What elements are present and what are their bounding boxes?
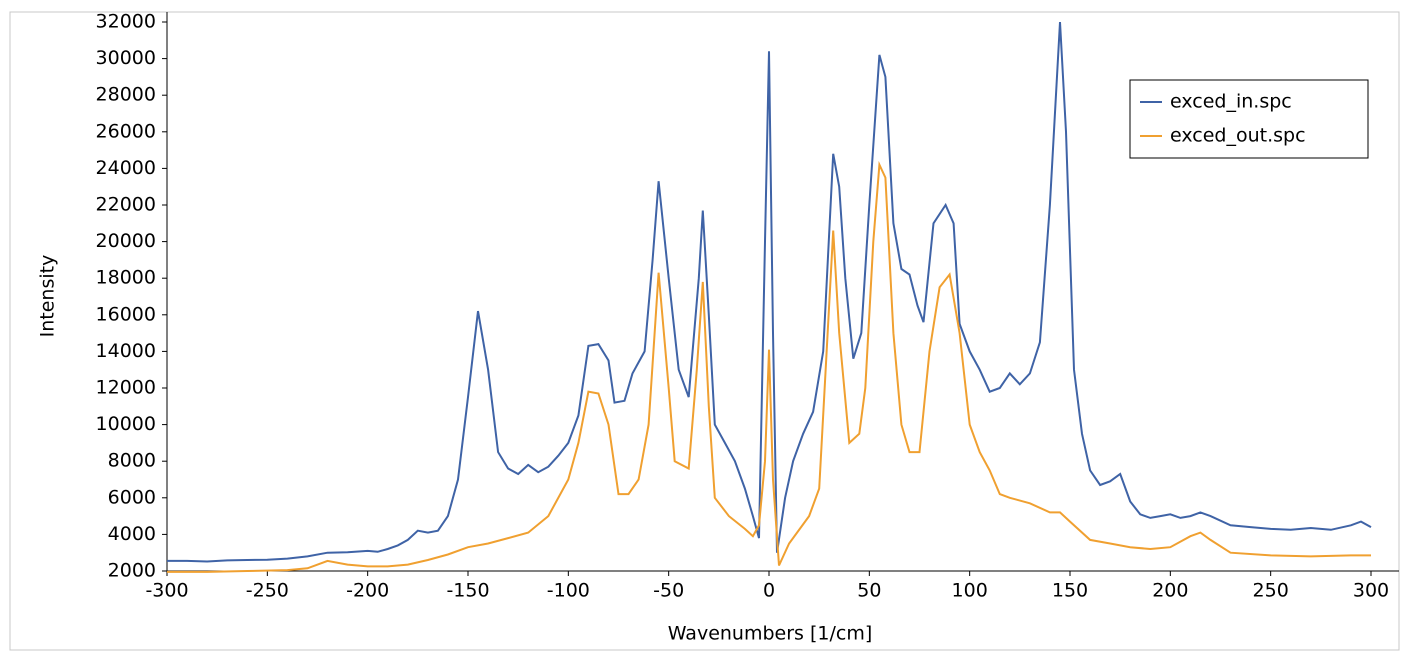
y-tick-label: 12000 [96, 377, 156, 399]
x-tick-label: -150 [446, 580, 489, 602]
y-tick-label: 18000 [96, 267, 156, 289]
x-tick-label: 300 [1353, 580, 1389, 602]
y-tick-label: 6000 [108, 486, 156, 508]
series-line [167, 160, 1371, 573]
y-tick-label: 4000 [108, 523, 156, 545]
y-tick-label: 32000 [96, 11, 156, 33]
x-tick-label: -100 [547, 580, 590, 602]
y-tick-label: 8000 [108, 450, 156, 472]
y-tick-label: 10000 [96, 413, 156, 435]
y-axis-label: Intensity [37, 255, 59, 338]
y-tick-label: 16000 [96, 303, 156, 325]
y-tick-label: 24000 [96, 157, 156, 179]
x-tick-label: -300 [145, 580, 188, 602]
x-tick-label: 200 [1152, 580, 1188, 602]
x-tick-label: 250 [1253, 580, 1289, 602]
y-tick-label: 26000 [96, 120, 156, 142]
y-tick-label: 22000 [96, 194, 156, 216]
series-line [167, 21, 1372, 563]
y-tick-label: 28000 [96, 84, 156, 106]
y-tick-label: 20000 [96, 230, 156, 252]
y-tick-label: 30000 [96, 47, 156, 69]
x-tick-label: 100 [952, 580, 988, 602]
legend-label: exced_in.spc [1170, 91, 1292, 113]
x-tick-label: 0 [763, 580, 775, 602]
frame [9, 11, 1400, 651]
x-tick-label: 150 [1052, 580, 1088, 602]
x-axis-label: Wavenumbers [1/cm] [668, 623, 873, 645]
y-tick-label: 14000 [96, 340, 156, 362]
x-tick-label: -250 [246, 580, 289, 602]
y-tick-label: 2000 [108, 560, 156, 582]
x-tick-label: -50 [653, 580, 684, 602]
legend-box [1129, 79, 1369, 159]
x-tick-label: -200 [346, 580, 389, 602]
x-tick-label: 50 [857, 580, 881, 602]
legend-label: exced_out.spc [1170, 125, 1306, 147]
